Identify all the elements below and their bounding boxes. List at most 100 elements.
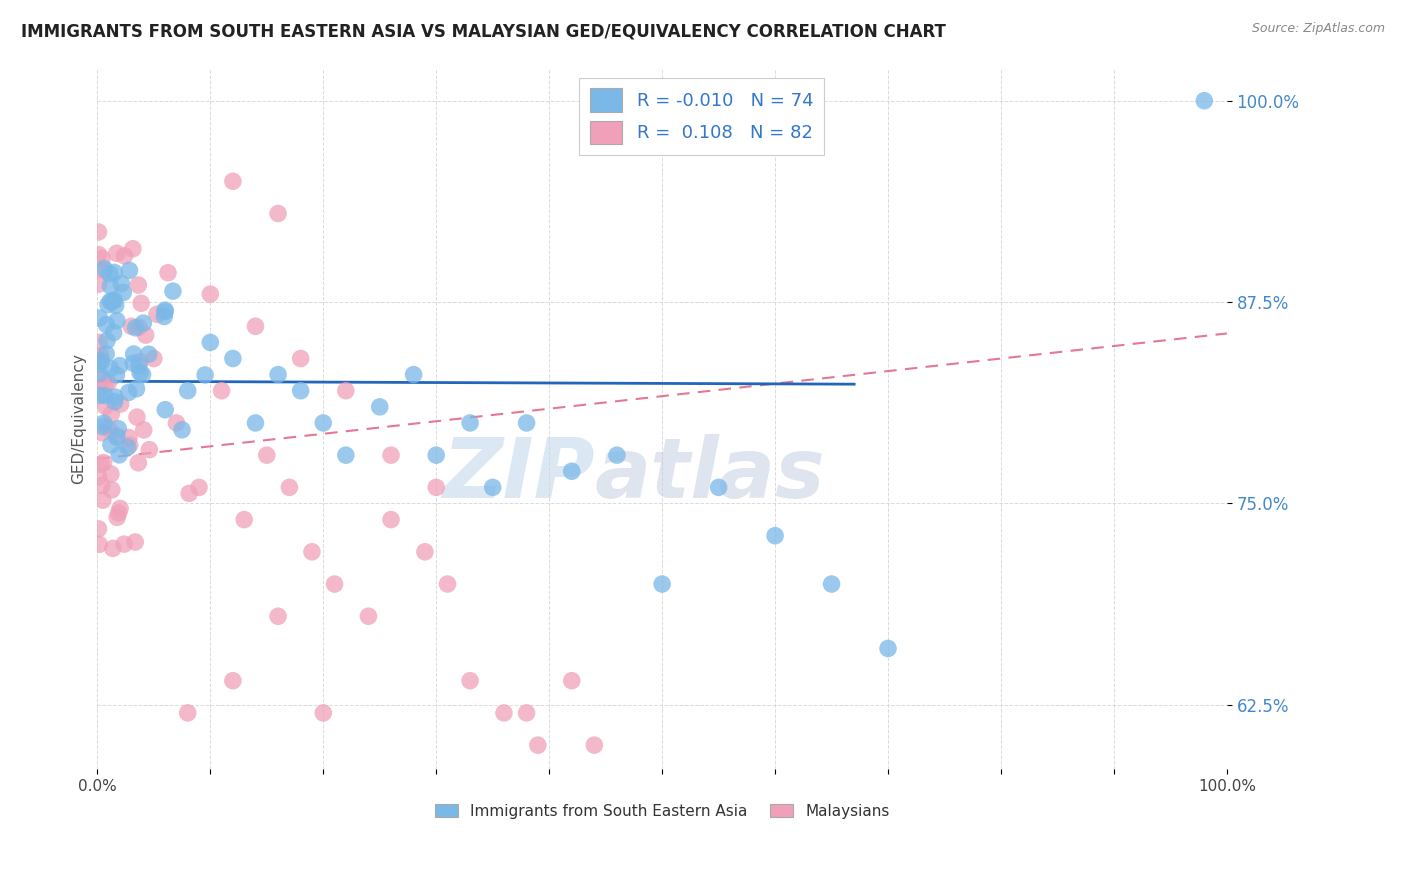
Point <box>267 206 290 220</box>
Point <box>104 298 127 312</box>
Point <box>108 501 131 516</box>
Point <box>89 311 111 326</box>
Point <box>90 478 112 492</box>
Point <box>105 428 128 442</box>
Text: ZIP: ZIP <box>441 434 595 516</box>
Point <box>436 577 458 591</box>
Point <box>131 368 153 382</box>
Point <box>170 423 193 437</box>
Point <box>368 400 391 414</box>
Point <box>101 294 124 309</box>
Point <box>122 242 145 256</box>
Point <box>100 361 122 376</box>
Point <box>267 368 290 382</box>
Point <box>142 351 165 366</box>
Point <box>91 252 114 266</box>
Point <box>87 470 110 484</box>
Point <box>103 293 125 308</box>
Point <box>651 577 673 591</box>
Point <box>122 347 145 361</box>
Point <box>425 480 447 494</box>
Point <box>267 609 290 624</box>
Point <box>89 388 111 402</box>
Point <box>87 357 110 371</box>
Point <box>165 416 187 430</box>
Point <box>335 384 357 398</box>
Point <box>105 430 128 444</box>
Point <box>129 366 152 380</box>
Point <box>97 298 120 312</box>
Point <box>290 351 312 366</box>
Text: atlas: atlas <box>595 434 825 516</box>
Point <box>583 738 606 752</box>
Point <box>94 376 117 391</box>
Point <box>93 388 115 402</box>
Point <box>561 464 583 478</box>
Point <box>87 335 110 350</box>
Point <box>155 402 177 417</box>
Point <box>103 326 125 340</box>
Point <box>127 278 149 293</box>
Point <box>153 303 176 318</box>
Point <box>135 328 157 343</box>
Point <box>105 313 128 327</box>
Point <box>157 266 180 280</box>
Point <box>114 249 136 263</box>
Point <box>118 438 141 452</box>
Point <box>122 356 145 370</box>
Point <box>301 545 323 559</box>
Point <box>425 448 447 462</box>
Point <box>763 529 786 543</box>
Point <box>128 359 150 373</box>
Point <box>146 307 169 321</box>
Point <box>93 455 115 469</box>
Point <box>97 376 120 390</box>
Point <box>91 372 114 386</box>
Point <box>527 738 550 752</box>
Point <box>200 287 222 301</box>
Point <box>101 483 124 497</box>
Point <box>481 480 503 494</box>
Point <box>380 448 402 462</box>
Point <box>413 545 436 559</box>
Point <box>105 246 128 260</box>
Point <box>87 247 110 261</box>
Point <box>91 419 114 434</box>
Point <box>96 334 118 348</box>
Point <box>117 385 139 400</box>
Point <box>118 263 141 277</box>
Point <box>132 423 155 437</box>
Point <box>245 416 267 430</box>
Point <box>211 384 233 398</box>
Point <box>105 510 128 524</box>
Point <box>125 382 148 396</box>
Point <box>97 421 120 435</box>
Point <box>128 320 150 334</box>
Point <box>87 383 110 397</box>
Point <box>112 285 135 300</box>
Point <box>458 416 481 430</box>
Point <box>606 448 628 462</box>
Point <box>458 673 481 688</box>
Point <box>492 706 515 720</box>
Point <box>93 416 115 430</box>
Point <box>100 278 122 293</box>
Point <box>402 368 425 382</box>
Point <box>877 641 900 656</box>
Point <box>516 416 538 430</box>
Point <box>124 535 146 549</box>
Point <box>323 577 346 591</box>
Text: Source: ZipAtlas.com: Source: ZipAtlas.com <box>1251 22 1385 36</box>
Point <box>93 263 115 277</box>
Point <box>87 522 110 536</box>
Text: IMMIGRANTS FROM SOUTH EASTERN ASIA VS MALAYSIAN GED/EQUIVALENCY CORRELATION CHAR: IMMIGRANTS FROM SOUTH EASTERN ASIA VS MA… <box>21 22 946 40</box>
Point <box>516 706 538 720</box>
Point <box>278 480 301 494</box>
Point <box>107 422 129 436</box>
Point <box>312 416 335 430</box>
Point <box>124 321 146 335</box>
Point <box>357 609 380 624</box>
Point <box>89 537 111 551</box>
Point <box>108 448 131 462</box>
Point <box>200 335 222 350</box>
